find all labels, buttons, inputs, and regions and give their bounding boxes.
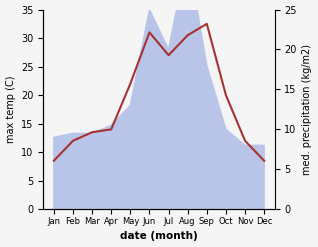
Y-axis label: max temp (C): max temp (C) — [5, 76, 16, 143]
Y-axis label: med. precipitation (kg/m2): med. precipitation (kg/m2) — [302, 44, 313, 175]
X-axis label: date (month): date (month) — [120, 231, 198, 242]
